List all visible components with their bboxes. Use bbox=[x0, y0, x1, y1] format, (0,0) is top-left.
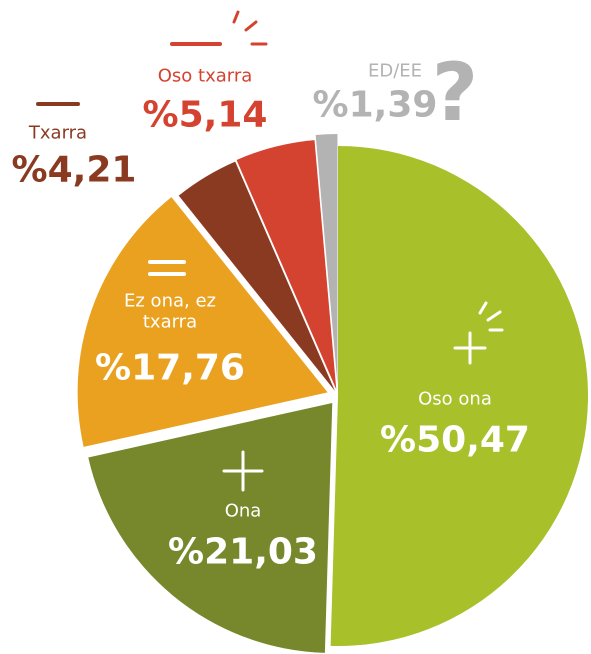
value-label: %50,47 bbox=[380, 419, 530, 461]
pie-slice bbox=[88, 402, 333, 653]
slice-label: Ez ona, ez txarra bbox=[124, 290, 216, 332]
pie-slice bbox=[77, 197, 328, 447]
slice-label: ED/EE bbox=[367, 60, 423, 82]
pie-slice bbox=[236, 140, 337, 390]
value-label: %1,39 bbox=[312, 84, 438, 126]
pie-slice bbox=[330, 146, 588, 646]
value-label: %21,03 bbox=[168, 531, 318, 573]
value-label: %5,14 bbox=[142, 94, 268, 136]
value-label: %4,21 bbox=[11, 149, 137, 191]
svg-text:?: ? bbox=[432, 46, 478, 139]
decor: ? bbox=[36, 10, 504, 492]
value-label: %17,76 bbox=[95, 347, 245, 389]
slice-label: Ona bbox=[224, 500, 262, 522]
pie-slice bbox=[178, 161, 335, 391]
slice-label: Oso txarra bbox=[157, 65, 253, 87]
slice-label: Txarra bbox=[28, 122, 88, 144]
pie-slice bbox=[315, 134, 338, 385]
slice-label: Oso ona bbox=[418, 388, 492, 410]
